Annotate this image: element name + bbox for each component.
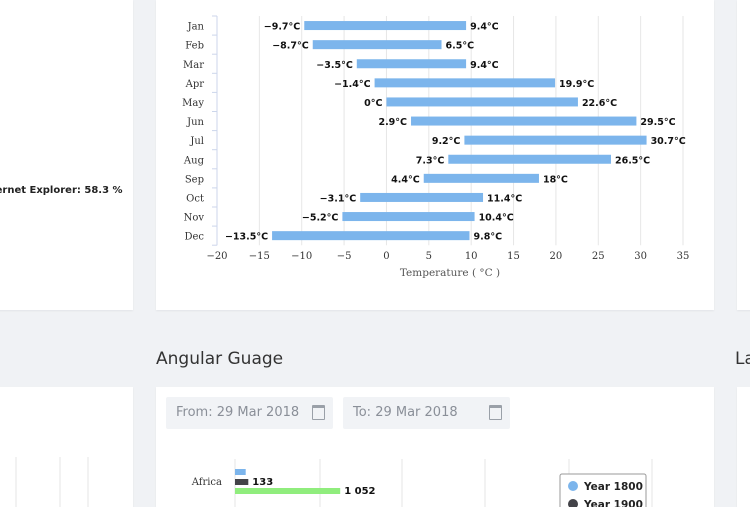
population-bar [235,488,341,494]
y-category-label: May [182,98,204,109]
y-category-label: Dec [184,232,204,243]
date-to-picker[interactable]: To: 29 Mar 2018 [343,397,510,429]
high-data-label: 9.4°C [470,22,499,33]
low-data-label: −9.7°C [264,22,301,33]
low-data-label: 2.9°C [378,117,407,128]
right-bottom-card [737,387,750,507]
temperature-bar [342,212,475,222]
low-data-label: 9.2°C [432,136,461,147]
y-category-label: Apr [185,79,205,90]
x-tick-label: 15 [507,251,520,262]
high-data-label: 29.5°C [640,117,675,128]
low-data-label: −1.4°C [334,79,371,90]
date-from-text: From: 29 Mar 2018 [176,405,300,420]
x-tick-label: −10 [291,251,312,262]
section-title-right: La [735,349,750,369]
pie-data-label: Internet Explorer: 58.3 % [0,185,123,196]
population-bar [235,469,246,475]
y-category-label: Mar [183,60,204,71]
legend-marker [568,481,578,491]
low-data-label: 4.4°C [391,174,420,185]
temperature-bar [356,59,467,69]
y-category-label: Africa [191,477,222,488]
low-data-label: −3.1°C [320,193,357,204]
x-axis-title: Temperature ( °C ) [400,267,500,279]
data-label: 133 [252,477,273,488]
y-category-label: Aug [183,155,205,166]
temperature-bar [411,116,637,126]
date-from-picker[interactable]: From: 29 Mar 2018 [166,397,333,429]
x-tick-label: −15 [249,251,270,262]
temperature-bar [423,173,539,183]
high-data-label: 19.9°C [559,79,594,90]
temperature-bar [386,97,578,107]
temperature-bar [360,192,484,202]
temperature-bar [464,135,647,145]
high-data-label: 9.8°C [473,232,502,243]
high-data-label: 11.4°C [487,193,522,204]
y-category-label: Sep [185,174,204,185]
data-label: 1 052 [344,486,375,497]
temperature-range-chart: −20 −15 −10 −5 0 5 10 15 20 25 30 35 Jan −9.7°C 9.4°C F… [182,15,690,279]
legend-box [559,473,647,507]
low-data-label: −13.5°C [225,232,268,243]
left-bottom-grid [15,457,89,507]
x-tick-label: −5 [337,251,352,262]
legend-label: Year 1900 [583,499,643,507]
x-tick-label: 5 [426,251,432,262]
high-data-label: 6.5°C [446,41,475,52]
left-bottom-card [0,387,133,507]
temperature-bar [312,40,442,50]
x-tick-label: 0 [383,251,389,262]
section-title-angular-gauge: Angular Guage [156,349,284,369]
x-tick-label: 30 [634,251,647,262]
y-category-label: Jan [187,22,205,33]
y-category-label: Feb [185,41,204,52]
temperature-bar [448,154,611,164]
temperature-bar [272,231,470,241]
population-bar [235,479,249,485]
temperature-chart-card: −20 −15 −10 −5 0 5 10 15 20 25 30 35 Jan −9.7°C 9.4°C F… [156,0,714,310]
y-category-label: Oct [186,193,204,204]
x-tick-label: 20 [550,251,563,262]
high-data-label: 10.4°C [479,213,514,224]
temperature-bar [374,78,556,88]
low-data-label: 0°C [364,98,382,109]
legend-label: Year 1800 [583,481,643,493]
high-data-label: 9.4°C [470,60,499,71]
x-tick-label: −20 [206,251,227,262]
low-data-label: 7.3°C [416,155,445,166]
low-data-label: −8.7°C [272,41,309,52]
calendar-icon[interactable] [489,405,502,420]
y-category-label: Nov [184,213,205,224]
high-data-label: 26.5°C [615,155,650,166]
high-data-label: 30.7°C [651,136,686,147]
left-card [0,0,133,310]
right-card [737,0,750,310]
low-data-label: −5.2°C [302,213,339,224]
high-data-label: 18°C [543,174,568,185]
y-category-label: Jul [189,136,204,147]
x-tick-label: 25 [592,251,605,262]
x-tick-label: 35 [677,251,690,262]
x-tick-label: 10 [465,251,478,262]
low-data-label: −3.5°C [316,60,353,71]
temperature-bar [304,21,467,31]
high-data-label: 22.6°C [582,98,617,109]
calendar-icon[interactable] [312,405,325,420]
y-category-label: Jun [186,117,204,128]
date-to-text: To: 29 Mar 2018 [353,405,458,420]
